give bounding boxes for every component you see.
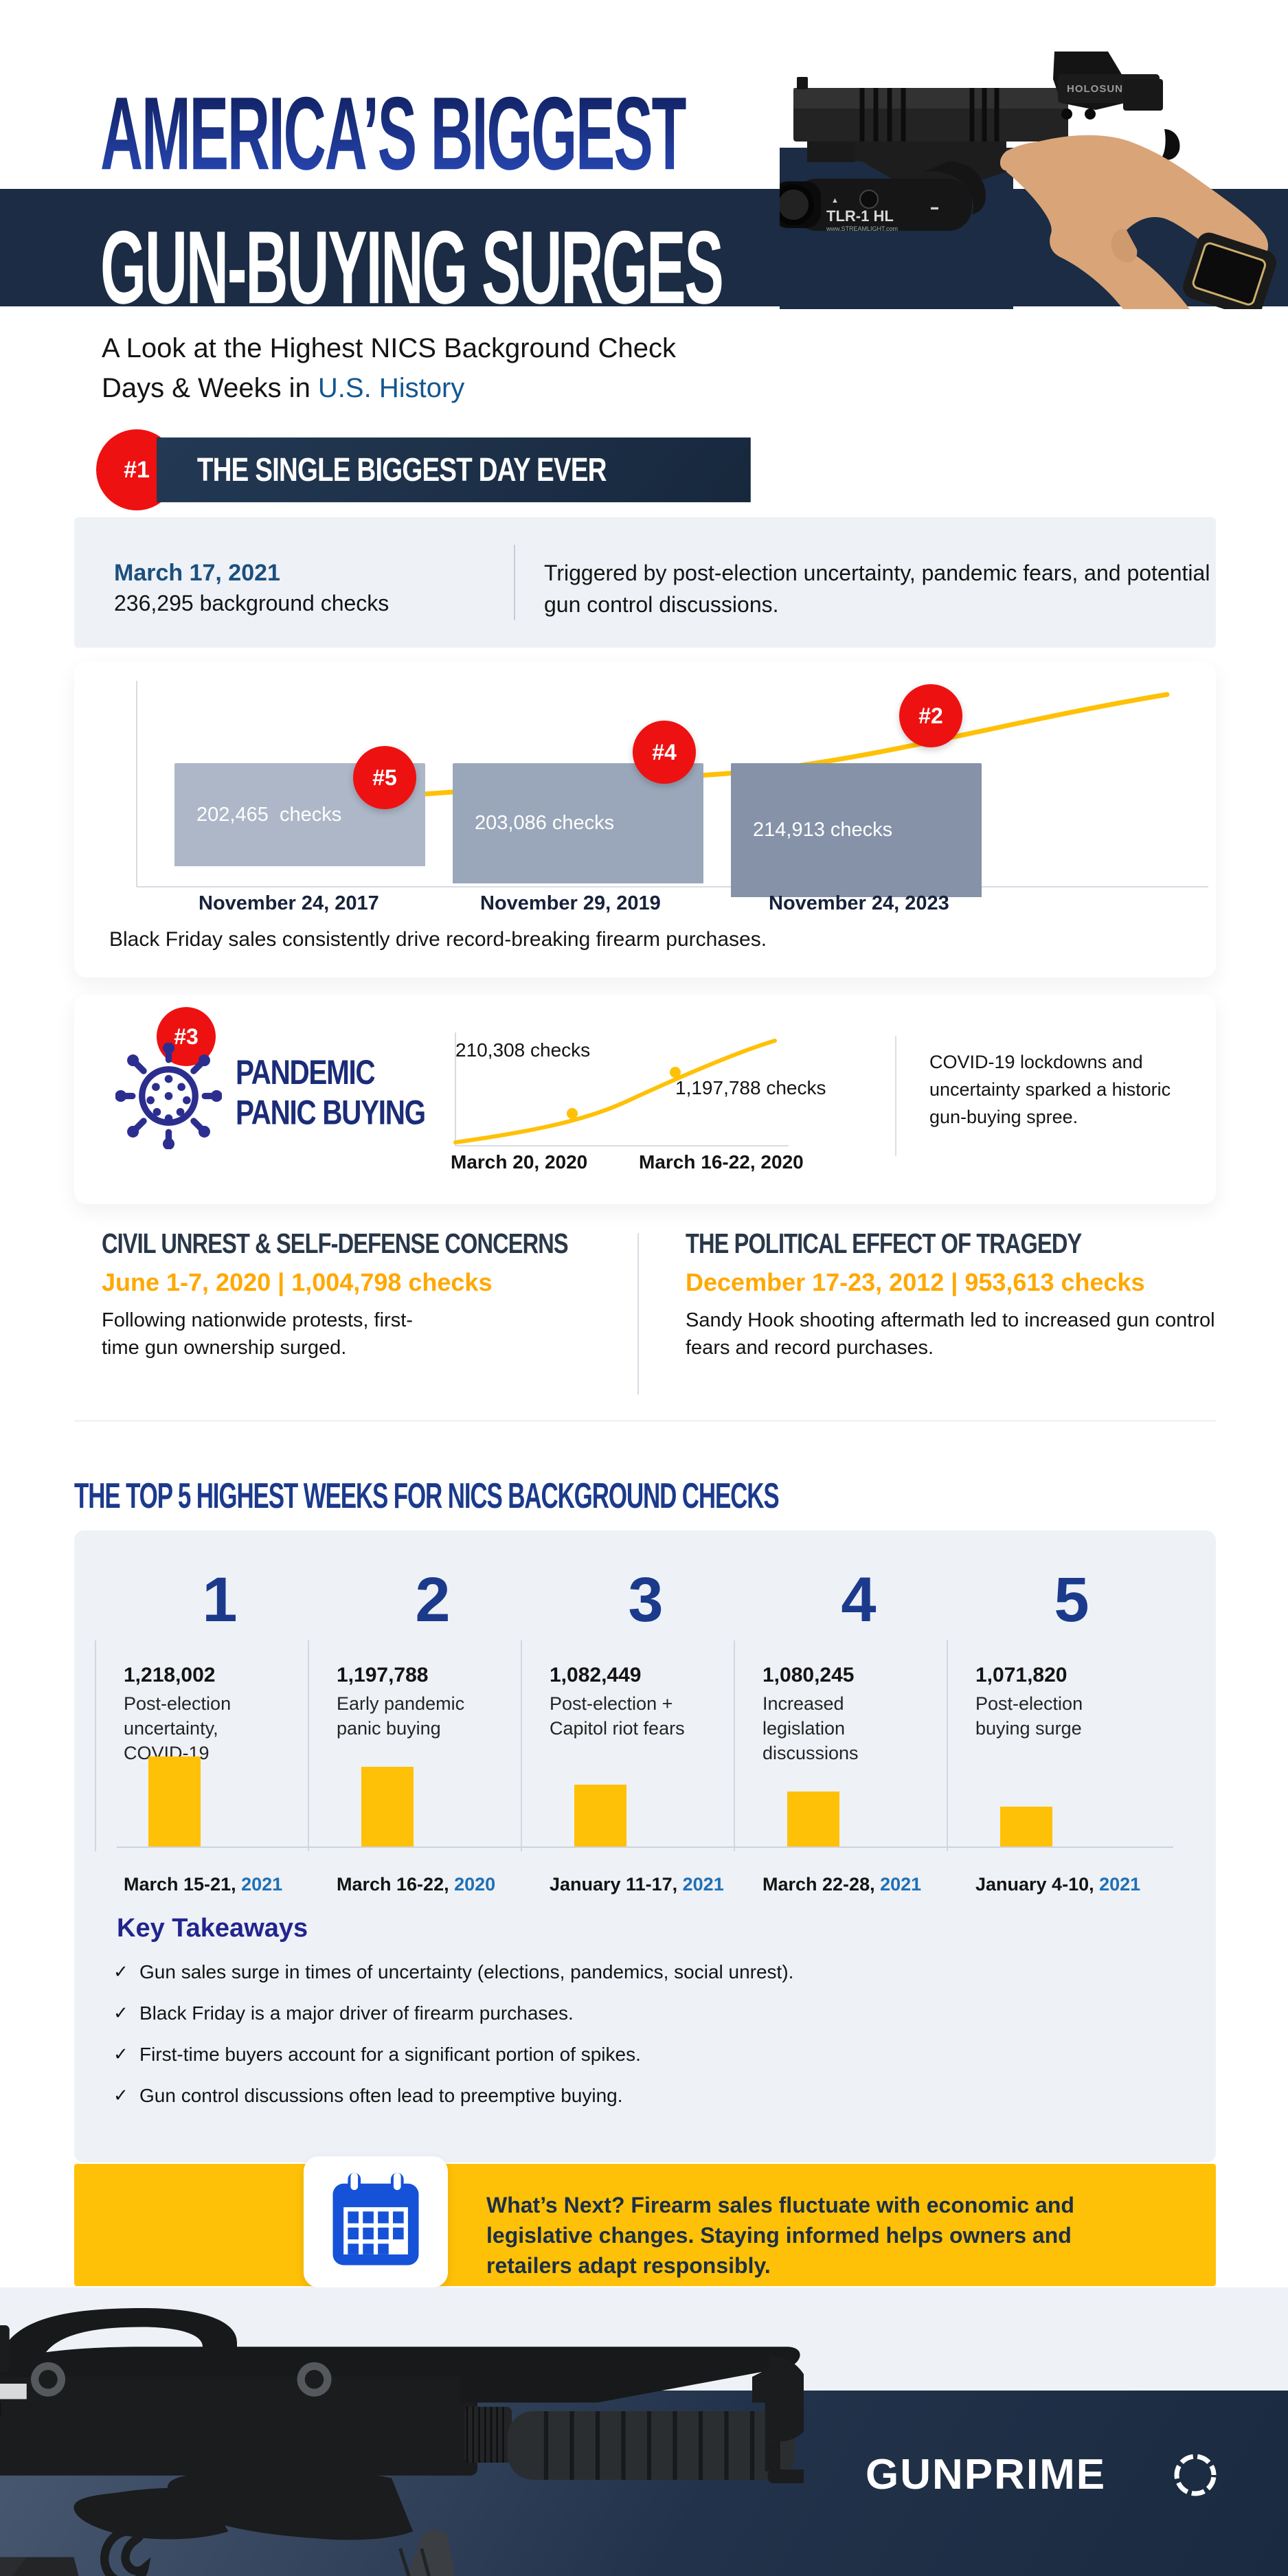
svg-text:▬: ▬ xyxy=(931,203,938,212)
svg-text:▲: ▲ xyxy=(831,196,839,205)
svg-text:TLR-1 HL: TLR-1 HL xyxy=(826,207,894,225)
svg-text:HOLOSUN: HOLOSUN xyxy=(1067,83,1123,95)
svg-text:GUNPRIME: GUNPRIME xyxy=(866,2451,1106,2498)
svg-text:www.STREAMLIGHT.com: www.STREAMLIGHT.com xyxy=(826,225,898,232)
